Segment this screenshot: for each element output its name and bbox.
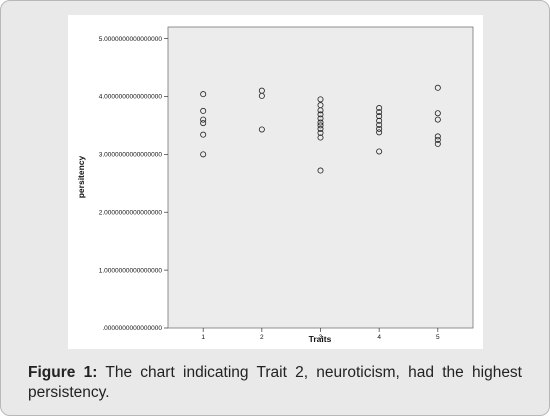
data-point <box>200 131 207 138</box>
data-point <box>376 129 383 136</box>
data-point <box>200 120 207 127</box>
data-point <box>376 121 383 128</box>
y-tick-label: 5.0000000000000000 <box>99 36 163 43</box>
caption-text: The chart indicating Trait 2, neuroticis… <box>28 364 522 401</box>
data-point <box>376 117 383 124</box>
x-tick-label: 5 <box>436 334 440 341</box>
data-point <box>376 105 383 112</box>
data-point <box>317 119 324 126</box>
data-point <box>317 167 324 174</box>
data-point <box>317 107 324 114</box>
y-tick-label: .0000000000000000 <box>102 325 162 332</box>
data-point <box>200 116 207 123</box>
data-point <box>200 107 207 114</box>
data-point <box>258 126 265 133</box>
y-axis-title: persitency <box>76 155 86 198</box>
data-point <box>317 129 324 136</box>
data-point <box>434 116 441 123</box>
plot-area <box>167 26 474 329</box>
chart-frame: .0000000000000000 1.0000000000000000 2.000… <box>68 15 483 349</box>
x-tick-label: 3 <box>319 334 323 341</box>
data-point <box>434 140 441 147</box>
data-point <box>317 111 324 118</box>
data-point <box>376 148 383 155</box>
x-tick-label: 2 <box>260 334 264 341</box>
x-axis: 1 2 3 4 5 <box>201 328 440 341</box>
data-point <box>376 113 383 120</box>
caption-label: Figure 1: <box>28 364 98 381</box>
data-point <box>317 115 324 122</box>
data-point <box>317 134 324 141</box>
data-point <box>317 125 324 132</box>
y-tick-label: 4.0000000000000000 <box>99 94 163 101</box>
data-point <box>434 133 441 140</box>
y-tick-label: 2.0000000000000000 <box>99 209 163 216</box>
data-point <box>200 91 207 98</box>
data-points <box>200 84 441 174</box>
data-point <box>434 84 441 91</box>
x-tick-label: 4 <box>377 334 381 341</box>
data-point <box>317 122 324 129</box>
data-point <box>376 125 383 132</box>
y-axis: .0000000000000000 1.0000000000000000 2.000… <box>99 36 168 332</box>
x-tick-label: 1 <box>201 334 205 341</box>
y-tick-label: 3.0000000000000000 <box>99 152 163 159</box>
data-point <box>258 92 265 99</box>
data-point <box>200 151 207 158</box>
figure-caption: Figure 1: The chart indicating Trait 2, … <box>28 363 522 403</box>
x-axis-title: Traits <box>309 334 332 344</box>
scatter-chart: .0000000000000000 1.0000000000000000 2.000… <box>76 26 474 344</box>
data-point <box>317 96 324 103</box>
data-point <box>434 136 441 143</box>
data-point <box>376 109 383 116</box>
data-point <box>434 110 441 117</box>
y-tick-label: 1.0000000000000000 <box>99 267 163 274</box>
